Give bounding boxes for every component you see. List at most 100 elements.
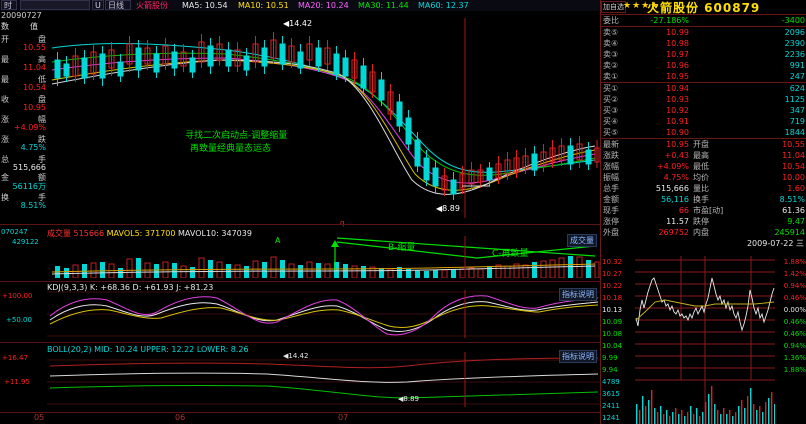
ask-price: 10.99 [666,28,689,37]
intraday-plot[interactable] [635,256,775,424]
ask-row[interactable]: 卖③ 10.97 2236 [601,49,806,60]
intraday-pct-4: 0.00% [783,306,806,314]
stat-key: 最高 [693,151,709,160]
boll-marker-top: ◀14.42 [283,352,309,360]
bid-row[interactable]: 买④ 10.91 719 [601,116,806,127]
boll-indicator-help[interactable]: 指标说明 [559,350,597,363]
intraday-pct-7: 0.94% [783,342,806,350]
intraday-price-9: 9.94 [602,366,618,374]
stat-right: 11.04 [782,151,805,160]
stat-key: 跌停 [693,217,709,226]
stat-row: 涨跌 +0.43 最高 11.04 [601,150,806,161]
intraday-pct-3: 0.46% [783,294,806,302]
kdj-axis-mid: +50.00 [6,316,32,324]
intraday-price-6: 10.08 [602,330,623,338]
bid-label: 买② [603,95,619,104]
quote-title-bar: 加自选 ★★★★ 火箭股份 600879 [601,0,806,15]
volume-panel-title: 成交量 515666 MAVOL5: 371700 MAVOL10: 34703… [47,228,252,239]
chart-annotation-line2: 再致量经典量态运态 [190,144,272,154]
stat-value: 4.75% [663,173,689,182]
price-axis-low-sub: 低 [38,75,46,84]
stat-label: 现手 [603,206,619,215]
chart-sub-right: 值 [30,22,38,31]
price-axis-open-key: 开 [1,35,9,44]
kdj-indicator-help[interactable]: 指标说明 [559,288,597,301]
intraday-pct-6: 0.46% [783,330,806,338]
boll-axis-bottom: +11.95 [4,378,30,386]
kline-top-marker: ◀14.42 [283,19,313,28]
stat-right: 9.47 [787,217,805,226]
price-axis-turnover-key: 换 [1,193,9,202]
intraday-pct-2: 0.94% [783,282,806,290]
intraday-pct-8: 1.36% [783,354,806,362]
ask-row[interactable]: 卖② 10.96 991 [601,60,806,71]
ma30-label: MA30: 11.44 [358,1,409,10]
toolbar-period-button[interactable]: 日线 [105,0,131,10]
quote-panel: 加自选 ★★★★ 火箭股份 600879 委比 -27.186% -3400 卖… [600,0,806,424]
intraday-mini-chart[interactable]: 2009-07-22 三 10.32 10.27 10.22 10.18 10.… [601,236,806,424]
kdj-chart[interactable] [47,290,600,338]
chart-toolbar[interactable]: 时 U 日线 火箭股份 MA5: 10.54 MA10: 10.51 MA20:… [0,0,600,11]
intraday-price-4: 10.13 [602,306,623,314]
bid-volume: 1125 [784,95,805,104]
price-axis-turnover: 换 手 [0,192,46,203]
ask-row[interactable]: 卖⑤ 10.99 2096 [601,27,806,39]
price-axis-turnover-value: 8.51% [20,201,46,210]
divider-volume-kdj [0,281,600,282]
price-axis-change: 涨 幅 [0,114,46,125]
volume-axis-label-left: 070247 [1,228,28,236]
stat-value: 56,116 [661,195,689,204]
intraday-pct-1: 1.42% [783,270,806,278]
bid-row[interactable]: 买⑤ 10.90 1844 [601,127,806,139]
volume-chart[interactable] [47,236,600,278]
x-axis-label-0: 05 [34,413,45,422]
price-axis-volume: 总 手 [0,154,46,165]
chart-date-label: 20090727 [1,11,42,20]
stat-right: 61.36 [782,206,805,215]
toolbar-u-button[interactable]: U [92,0,104,10]
price-axis-close-value: 10.95 [23,103,46,112]
bid-volume: 347 [789,106,805,115]
ask-row[interactable]: 卖① 10.95 247 [601,71,806,83]
price-axis-low-key: 最 [1,75,9,84]
ask-label: 卖③ [603,50,619,59]
bid-volume: 1844 [691,127,806,139]
stat-row: 现手 66 市盈[动] 61.36 [601,205,806,216]
volume-panel-label[interactable]: 成交量 [567,234,597,247]
stat-label: 金额 [603,195,619,204]
bid-label: 买④ [603,117,619,126]
boll-chart[interactable] [47,352,600,407]
stat-row: 振幅 4.75% 均价 10.00 [601,172,806,183]
kdj-panel-title: KDJ(9,3,3) K: +68.36 D: +61.93 J: +81.23 [47,283,214,292]
price-axis-amount: 金 额 [0,172,46,183]
price-axis-close: 收 盘 [0,94,46,105]
kline-chart[interactable] [47,18,600,218]
volume-annotation-a: A [275,236,281,245]
toolbar-blank-field[interactable] [20,0,90,10]
ma10-label: MA10: 10.51 [238,1,289,10]
kdj-axis-top: +100.00 [2,292,33,300]
ask-volume: 2390 [784,39,805,48]
intraday-price-0: 10.32 [602,258,623,266]
stat-row: 最新 10.95 开盘 10.55 [601,139,806,150]
ratio-label: 委比 [601,14,631,27]
toolbar-stock-name: 火箭股份 [136,1,168,10]
bid-row[interactable]: 买① 10.94 624 [601,83,806,95]
stat-right: 8.51% [779,195,805,204]
mavol10-label: MAVOL10: 347039 [178,229,252,238]
stat-value: 66 [678,206,689,215]
boll-panel-title: BOLL(20,2) MID: 10.24 UPPER: 12.22 LOWER… [47,345,249,354]
toolbar-time-button[interactable]: 时 [1,0,17,10]
bid-row[interactable]: 买② 10.93 1125 [601,94,806,105]
add-to-watchlist-button[interactable]: 加自选 [601,1,626,13]
bid-label: 买① [603,84,619,93]
cursor-flag: q [340,219,345,227]
kline-bottom-marker: ◀8.89 [436,204,460,213]
intraday-pct-9: 1.88% [783,366,806,374]
intraday-pct-5: 0.46% [783,318,806,326]
ask-row[interactable]: 卖④ 10.98 2390 [601,38,806,49]
stat-label: 涨幅 [603,162,619,171]
bid-row[interactable]: 买③ 10.92 347 [601,105,806,116]
ask-price: 10.95 [631,71,691,83]
